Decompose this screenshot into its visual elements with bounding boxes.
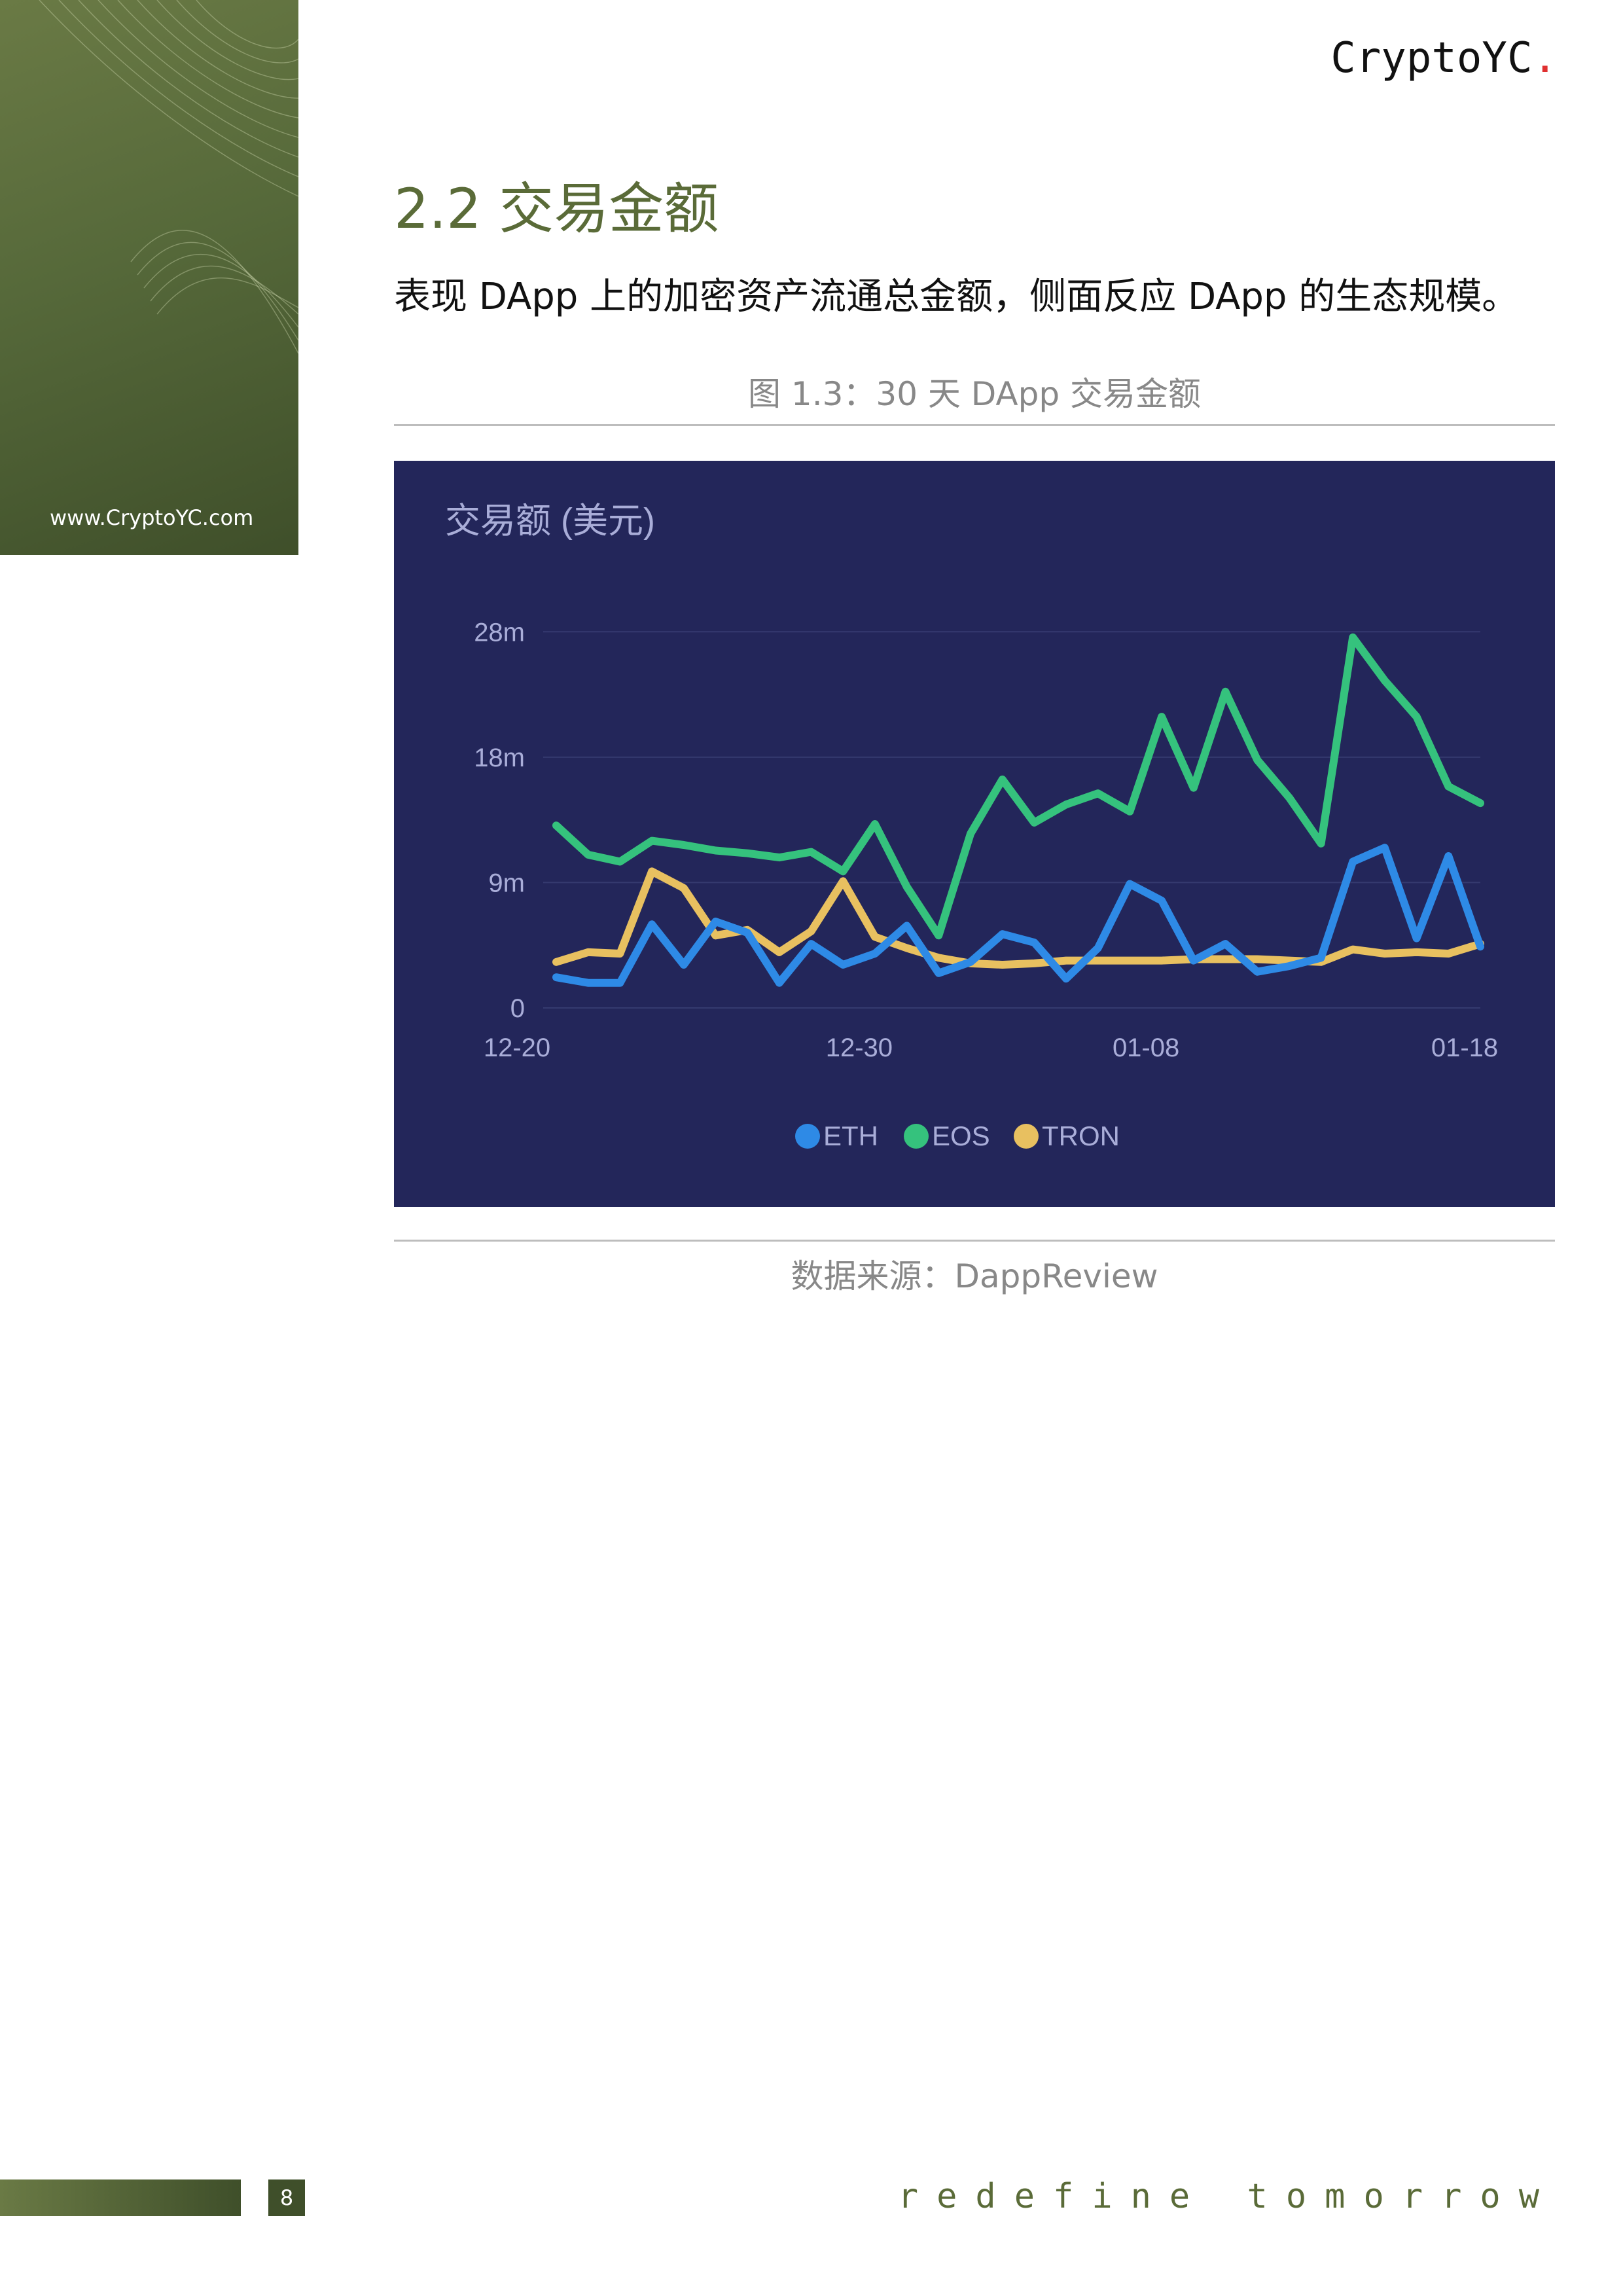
legend-marker-eos bbox=[904, 1124, 929, 1149]
x-axis-ticks: 12-20 12-30 01-08 01-18 bbox=[484, 1033, 1498, 1062]
brand-dot: . bbox=[1532, 34, 1558, 82]
caption-divider bbox=[394, 424, 1555, 426]
sidebar-decoration: www.CryptoYC.com bbox=[0, 0, 298, 555]
website-url: www.CryptoYC.com bbox=[50, 505, 254, 530]
y-tick-label: 18m bbox=[474, 744, 525, 772]
figure-source: 数据来源：DappReview bbox=[791, 1257, 1158, 1295]
legend-label-eth: ETH bbox=[823, 1121, 878, 1151]
footer-tagline: redefine tomorrow bbox=[897, 2177, 1558, 2216]
series-lines bbox=[552, 633, 1484, 987]
series-line-eos bbox=[552, 633, 1484, 940]
x-tick-label: 12-30 bbox=[826, 1033, 893, 1062]
chart-title: 交易额 (美元) bbox=[445, 501, 655, 541]
brand-name: CryptoYC bbox=[1330, 34, 1533, 82]
y-axis-ticks: 0 9m 18m 28m bbox=[474, 618, 525, 1023]
legend-marker-eth bbox=[795, 1124, 820, 1149]
x-tick-label: 12-20 bbox=[484, 1033, 550, 1062]
grid-lines bbox=[543, 631, 1480, 1009]
legend: ETH EOS TRON bbox=[795, 1121, 1120, 1151]
figure-caption: 图 1.3：30 天 DApp 交易金额 bbox=[747, 375, 1202, 413]
wave-pattern bbox=[39, 0, 298, 354]
section-intro: 表现 DApp 上的加密资产流通总金额，侧面反应 DApp 的生态规模。 bbox=[394, 276, 1519, 318]
page-number: 8 bbox=[268, 2179, 305, 2216]
y-tick-label: 0 bbox=[510, 994, 525, 1023]
source-divider bbox=[394, 1240, 1555, 1242]
y-tick-label: 9m bbox=[488, 869, 525, 897]
footer-bar bbox=[0, 2179, 241, 2216]
legend-marker-tron bbox=[1014, 1124, 1039, 1149]
legend-label-tron: TRON bbox=[1042, 1121, 1120, 1151]
series-line-eth bbox=[552, 844, 1484, 987]
x-tick-label: 01-08 bbox=[1113, 1033, 1179, 1062]
line-chart: 交易额 (美元) 0 9m 18m 28m 12-20 12-30 01-08 01-18 … bbox=[394, 461, 1555, 1207]
brand-logo: CryptoYC. bbox=[1330, 34, 1558, 82]
legend-label-eos: EOS bbox=[932, 1121, 990, 1151]
section-title: 2.2 交易金额 bbox=[394, 177, 719, 241]
y-tick-label: 28m bbox=[474, 618, 525, 647]
x-tick-label: 01-18 bbox=[1431, 1033, 1498, 1062]
